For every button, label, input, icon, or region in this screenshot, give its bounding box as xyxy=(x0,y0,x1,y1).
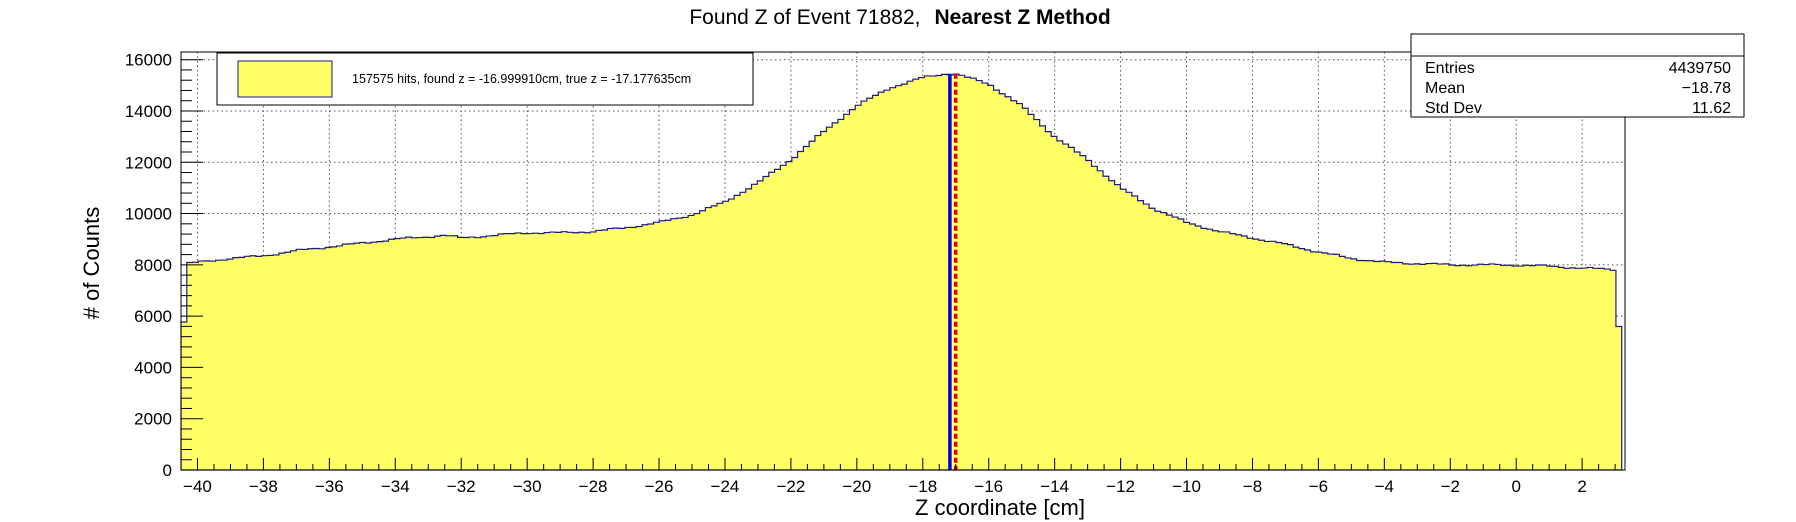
histogram-bars xyxy=(180,73,1623,471)
x-tick-label: −18 xyxy=(908,477,937,496)
y-tick-label: 4000 xyxy=(134,358,172,377)
x-tick-label: −6 xyxy=(1309,477,1328,496)
histogram-area xyxy=(180,73,1623,471)
x-tick-label: −40 xyxy=(183,477,212,496)
x-tick-label: −4 xyxy=(1375,477,1394,496)
y-tick-label: 2000 xyxy=(134,410,172,429)
stats-entries-value: 4439750 xyxy=(1669,60,1731,77)
stats-box: Entries 4439750 Mean −18.78 Std Dev 11.6… xyxy=(1410,33,1745,118)
plot-frame xyxy=(180,51,1626,471)
x-tick-label: −36 xyxy=(315,477,344,496)
x-tick-label: 0 xyxy=(1511,477,1520,496)
stats-box-frame xyxy=(1410,33,1745,118)
x-tick-label: −34 xyxy=(381,477,410,496)
y-tick-label: 8000 xyxy=(134,256,172,275)
y-tick-label: 6000 xyxy=(134,307,172,326)
y-tick-label: 16000 xyxy=(125,51,172,70)
stats-mean-value: −18.78 xyxy=(1682,80,1731,97)
z-markers xyxy=(948,73,958,470)
y-tick-label: 12000 xyxy=(125,153,172,172)
x-tick-label: −28 xyxy=(579,477,608,496)
chart-title: Found Z of Event 71882, Nearest Z Method xyxy=(689,6,1110,29)
chart-title-main: Found Z of Event 71882, xyxy=(689,6,920,29)
legend-entry-label: 157575 hits, found z = -16.999910cm, tru… xyxy=(352,72,691,86)
stats-stddev-label: Std Dev xyxy=(1425,100,1482,117)
chart-title-bold: Nearest Z Method xyxy=(934,6,1110,29)
stats-mean-label: Mean xyxy=(1425,80,1465,97)
y-tick-label: 14000 xyxy=(125,102,172,121)
x-tick-label: −12 xyxy=(1106,477,1135,496)
legend: 157575 hits, found z = -16.999910cm, tru… xyxy=(216,52,754,106)
stats-entries-label: Entries xyxy=(1425,60,1475,77)
x-axis-title: Z coordinate [cm] xyxy=(915,495,1085,520)
x-tick-label: −2 xyxy=(1441,477,1460,496)
x-tick-label: −24 xyxy=(711,477,740,496)
x-tick-label: −16 xyxy=(974,477,1003,496)
y-tick-label: 0 xyxy=(163,461,172,480)
x-tick-label: −20 xyxy=(842,477,871,496)
x-tick-label: −14 xyxy=(1040,477,1069,496)
y-tick-label: 10000 xyxy=(125,205,172,224)
x-tick-label: −10 xyxy=(1172,477,1201,496)
stats-stddev-value: 11.62 xyxy=(1692,100,1731,117)
x-tick-label: −30 xyxy=(513,477,542,496)
x-tick-label: −26 xyxy=(645,477,674,496)
axes: −40 −38 −36 −34 −32 −30 −28 −26 −24 −22 −20 −18 −16−… xyxy=(125,51,1616,496)
x-tick-label: 2 xyxy=(1577,477,1586,496)
y-axis-title: # of Counts xyxy=(79,207,104,320)
x-tick-label: −8 xyxy=(1243,477,1262,496)
x-tick-label: −22 xyxy=(776,477,805,496)
x-tick-label: −32 xyxy=(447,477,476,496)
x-tick-label: −38 xyxy=(249,477,278,496)
legend-swatch xyxy=(237,60,333,98)
